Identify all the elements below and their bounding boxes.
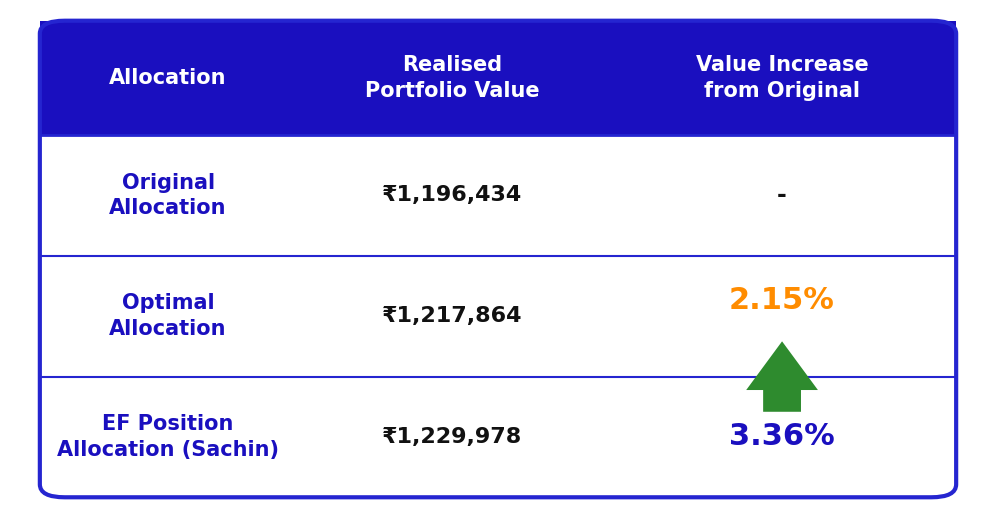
Text: Value Increase
from Original: Value Increase from Original (695, 55, 869, 101)
Text: ₹1,217,864: ₹1,217,864 (381, 306, 523, 326)
Text: EF Position
Allocation (Sachin): EF Position Allocation (Sachin) (57, 414, 279, 459)
Text: Original
Allocation: Original Allocation (110, 172, 227, 218)
FancyBboxPatch shape (40, 21, 956, 497)
Text: -: - (777, 183, 787, 207)
Bar (40, 21, 956, 135)
Text: ₹1,196,434: ₹1,196,434 (382, 185, 522, 206)
Text: Realised
Portfolio Value: Realised Portfolio Value (365, 55, 540, 101)
Text: 2.15%: 2.15% (729, 286, 835, 315)
Text: 3.36%: 3.36% (729, 422, 835, 451)
Text: Allocation: Allocation (110, 68, 227, 88)
Text: ₹1,229,978: ₹1,229,978 (382, 427, 522, 447)
Polygon shape (746, 341, 818, 412)
Text: Optimal
Allocation: Optimal Allocation (110, 293, 227, 339)
